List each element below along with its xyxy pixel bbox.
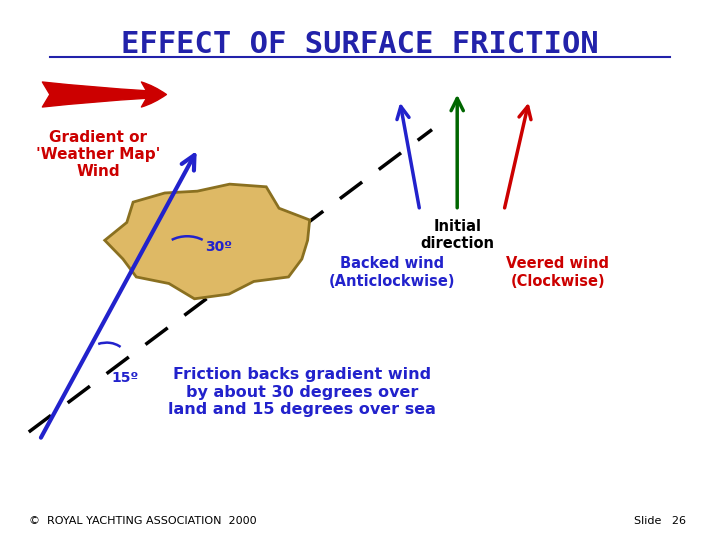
Text: EFFECT OF SURFACE FRICTION: EFFECT OF SURFACE FRICTION [121, 30, 599, 59]
Polygon shape [105, 184, 310, 299]
Text: 15º: 15º [112, 371, 139, 385]
Text: Friction backs gradient wind
by about 30 degrees over
land and 15 degrees over s: Friction backs gradient wind by about 30… [168, 367, 436, 417]
Text: Veered wind
(Clockwise): Veered wind (Clockwise) [506, 256, 610, 289]
Text: 30º: 30º [205, 240, 232, 254]
Text: Initial
direction: Initial direction [420, 219, 494, 251]
Text: Backed wind
(Anticlockwise): Backed wind (Anticlockwise) [329, 256, 456, 289]
Text: ©  ROYAL YACHTING ASSOCIATION  2000: © ROYAL YACHTING ASSOCIATION 2000 [29, 516, 256, 526]
Text: Slide   26: Slide 26 [634, 516, 685, 526]
Text: Gradient or
'Weather Map'
Wind: Gradient or 'Weather Map' Wind [36, 130, 161, 179]
